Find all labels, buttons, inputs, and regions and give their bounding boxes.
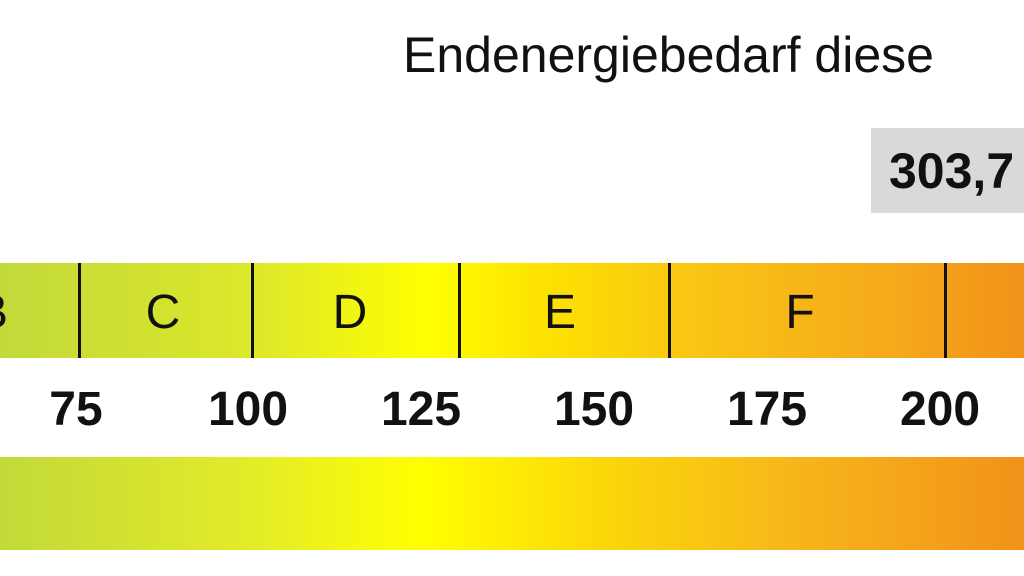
scale-tick: 125 [380,383,462,436]
scale-tick: 150 [553,383,635,436]
scale-tick: 200 [899,383,981,436]
class-divider [458,263,461,358]
class-label-d: D [332,286,368,339]
class-divider [668,263,671,358]
scale-tick: 100 [207,383,289,436]
class-divider [251,263,254,358]
scale-tick: 75 [49,383,103,436]
energy-demand-title: Endenergiebedarf diese [403,27,934,83]
class-label-f: F [785,286,815,339]
class-label-b: B [0,285,8,340]
class-divider [944,263,947,358]
energy-gradient-bar [0,457,1024,550]
class-divider [78,263,81,358]
class-label-c: C [145,286,181,339]
scale-tick: 175 [726,383,808,436]
efficiency-class-bar: B C D E F [0,263,1024,358]
class-label-e: E [543,286,577,339]
energy-value: 303,7 [889,143,1015,199]
value-box: 303,7 [871,128,1024,213]
